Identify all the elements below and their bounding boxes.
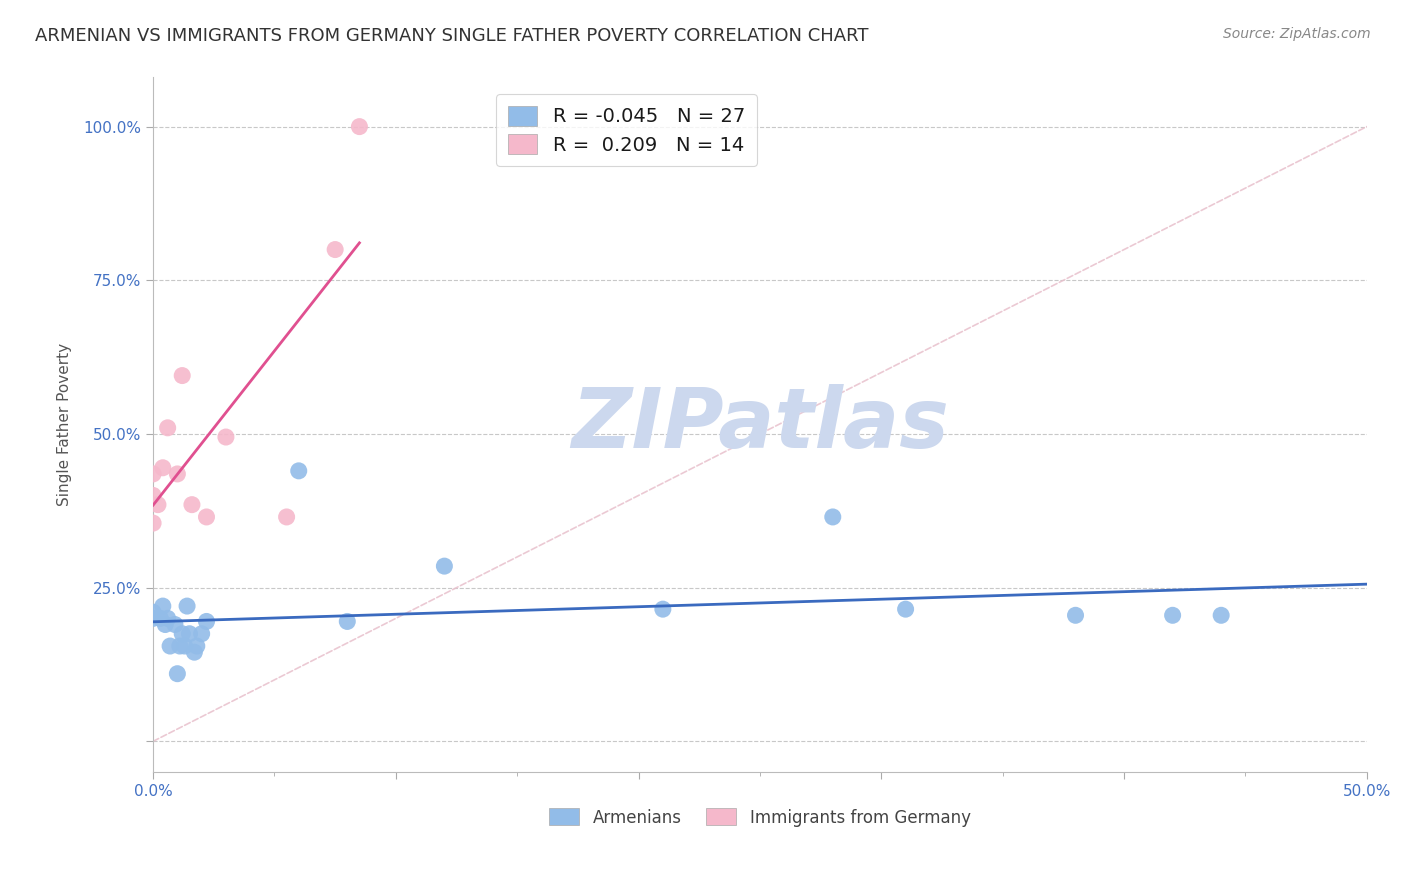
Point	[142, 488, 165, 502]
Point	[142, 467, 165, 481]
Point	[894, 602, 917, 616]
Point	[149, 611, 172, 625]
Point	[176, 599, 198, 613]
Point	[183, 645, 205, 659]
Point	[159, 639, 181, 653]
Point	[155, 617, 177, 632]
Point	[172, 626, 194, 640]
Point	[215, 430, 238, 444]
Point	[179, 626, 201, 640]
Point	[152, 599, 174, 613]
Point	[336, 615, 359, 629]
Point	[287, 464, 309, 478]
Legend: Armenians, Immigrants from Germany: Armenians, Immigrants from Germany	[543, 802, 977, 833]
Point	[186, 639, 208, 653]
Point	[1064, 608, 1087, 623]
Point	[173, 639, 195, 653]
Point	[276, 510, 298, 524]
Y-axis label: Single Father Poverty: Single Father Poverty	[58, 343, 72, 507]
Point	[433, 559, 456, 574]
Point	[195, 615, 218, 629]
Point	[152, 460, 174, 475]
Point	[142, 611, 165, 625]
Point	[146, 498, 169, 512]
Point	[142, 605, 165, 619]
Point	[156, 421, 179, 435]
Point	[181, 498, 204, 512]
Point	[172, 368, 194, 383]
Point	[142, 516, 165, 530]
Point	[349, 120, 371, 134]
Point	[195, 510, 218, 524]
Point	[166, 467, 188, 481]
Point	[1211, 608, 1233, 623]
Text: ZIPatlas: ZIPatlas	[571, 384, 949, 466]
Point	[156, 611, 179, 625]
Text: ARMENIAN VS IMMIGRANTS FROM GERMANY SINGLE FATHER POVERTY CORRELATION CHART: ARMENIAN VS IMMIGRANTS FROM GERMANY SING…	[35, 27, 869, 45]
Point	[821, 510, 844, 524]
Point	[169, 639, 191, 653]
Point	[166, 666, 188, 681]
Point	[651, 602, 673, 616]
Point	[1161, 608, 1184, 623]
Point	[190, 626, 212, 640]
Point	[163, 617, 186, 632]
Text: Source: ZipAtlas.com: Source: ZipAtlas.com	[1223, 27, 1371, 41]
Point	[323, 243, 346, 257]
